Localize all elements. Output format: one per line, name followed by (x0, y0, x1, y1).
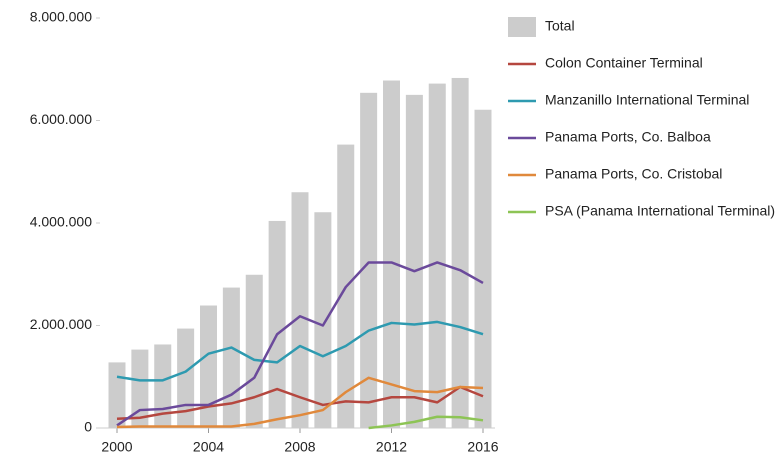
bar (291, 192, 309, 428)
x-tick-label: 2000 (101, 439, 132, 455)
legend-label: PSA (Panama International Terminal) (545, 203, 775, 219)
bar (131, 349, 149, 428)
x-tick-label: 2012 (376, 439, 407, 455)
bar (177, 328, 195, 428)
bar (360, 92, 378, 428)
x-tick-label: 2016 (467, 439, 498, 455)
legend-label: Manzanillo International Terminal (545, 92, 749, 108)
line (116, 320, 484, 382)
line (368, 415, 484, 430)
y-tick-label: 6.000.000 (30, 111, 92, 127)
y-tick-label: 0 (84, 419, 92, 435)
bar (405, 94, 423, 428)
bar (474, 109, 492, 429)
x-tick-label: 2008 (284, 439, 315, 455)
bar (222, 287, 240, 428)
legend-label: Panama Ports, Co. Cristobal (545, 166, 722, 182)
legend-swatch (508, 17, 536, 37)
line (116, 385, 484, 421)
legend-label: Colon Container Terminal (545, 55, 703, 71)
bar (428, 83, 446, 428)
y-tick-label: 8.000.000 (30, 9, 92, 25)
x-tick-label: 2004 (193, 439, 224, 455)
legend-label: Panama Ports, Co. Balboa (545, 129, 711, 145)
bar (383, 80, 400, 429)
y-tick-label: 2.000.000 (30, 316, 92, 332)
bar (268, 220, 286, 428)
line (116, 376, 484, 429)
bar (314, 212, 332, 428)
bar (451, 77, 469, 429)
y-tick-label: 4.000.000 (30, 214, 92, 230)
legend-label: Total (545, 18, 575, 34)
line (116, 261, 484, 427)
bar (245, 274, 263, 428)
bar (200, 305, 217, 428)
bar (108, 362, 126, 428)
